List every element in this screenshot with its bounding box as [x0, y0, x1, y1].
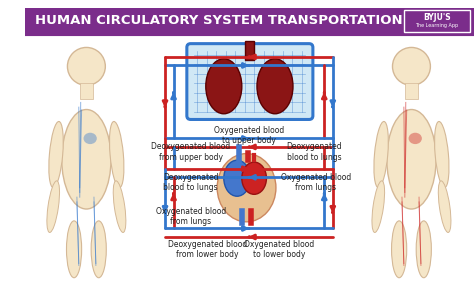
Ellipse shape — [66, 221, 82, 278]
Text: Oxygenated blood
from lungs: Oxygenated blood from lungs — [155, 207, 226, 226]
Bar — [245, 41, 254, 60]
Ellipse shape — [409, 133, 422, 144]
Ellipse shape — [113, 181, 126, 232]
Text: Oxygenated blood
to lower body: Oxygenated blood to lower body — [244, 240, 314, 259]
Text: BYJU'S: BYJU'S — [423, 13, 451, 22]
Text: The Learning App: The Learning App — [416, 23, 459, 28]
Ellipse shape — [83, 133, 97, 144]
Ellipse shape — [224, 160, 250, 196]
Ellipse shape — [372, 181, 384, 232]
Ellipse shape — [374, 121, 388, 187]
Circle shape — [392, 47, 430, 85]
Bar — [404, 10, 470, 32]
Text: Oxygenated blood
to upper body: Oxygenated blood to upper body — [214, 126, 284, 145]
Ellipse shape — [416, 221, 431, 278]
Text: Oxygenated blood
from lungs: Oxygenated blood from lungs — [281, 173, 351, 192]
Ellipse shape — [217, 154, 276, 222]
Ellipse shape — [206, 59, 242, 114]
Circle shape — [67, 47, 105, 85]
Ellipse shape — [257, 59, 293, 114]
Ellipse shape — [47, 181, 60, 232]
Ellipse shape — [49, 121, 63, 187]
Ellipse shape — [62, 110, 111, 209]
Text: Deoxygenated blood
from lower body: Deoxygenated blood from lower body — [168, 240, 247, 259]
FancyBboxPatch shape — [187, 44, 313, 119]
Ellipse shape — [392, 221, 407, 278]
Bar — [405, 84, 418, 99]
Bar — [80, 84, 93, 99]
Ellipse shape — [109, 121, 124, 187]
Ellipse shape — [242, 162, 266, 194]
FancyBboxPatch shape — [23, 6, 474, 36]
Text: HUMAN CIRCULATORY SYSTEM TRANSPORTATION: HUMAN CIRCULATORY SYSTEM TRANSPORTATION — [35, 14, 403, 27]
Ellipse shape — [438, 181, 451, 232]
Text: Deoxygenated
blood to lungs: Deoxygenated blood to lungs — [286, 142, 342, 161]
Ellipse shape — [91, 221, 106, 278]
Text: Deoxygenated
blood to lungs: Deoxygenated blood to lungs — [163, 173, 219, 192]
Ellipse shape — [435, 121, 449, 187]
Text: Deoxygenated blood
from upper body: Deoxygenated blood from upper body — [151, 142, 230, 161]
Ellipse shape — [387, 110, 436, 209]
